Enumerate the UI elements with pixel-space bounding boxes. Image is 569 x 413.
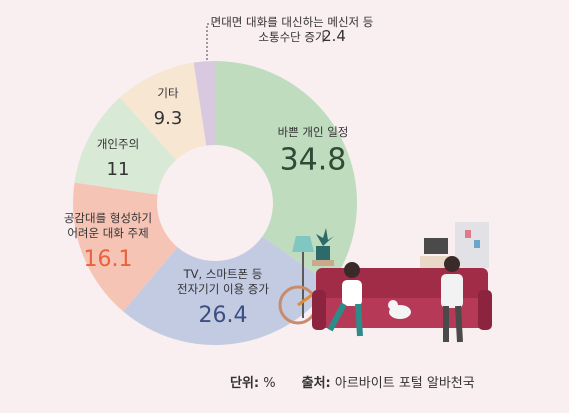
- slice-4-label-line-1: 개인주의: [97, 137, 139, 151]
- family-couch-illustration: [278, 222, 492, 343]
- woman-icon: [327, 262, 363, 337]
- slice-5-value: 9.3: [154, 108, 183, 129]
- slice-4: [74, 97, 177, 195]
- slice-6-label-line-1: 면대면 대화를 대신하는 메신저 등: [211, 15, 374, 29]
- slice-5: [119, 62, 207, 160]
- slice-2-value: 26.4: [199, 303, 248, 328]
- slice-4-value: 11: [107, 159, 130, 180]
- source-value: 아르바이트 포털 알바천국: [330, 376, 475, 391]
- unit-key: 단위:: [230, 376, 260, 391]
- slice-3-label-line-1: 공감대를 형성하기: [64, 211, 152, 225]
- cat-icon: [388, 300, 411, 319]
- slice-6: [193, 61, 215, 146]
- man-icon: [441, 256, 463, 343]
- chart-slices: [72, 61, 357, 346]
- slice-2-label-line-2: 전자기기 이용 증가: [177, 282, 269, 296]
- slice-3: [72, 182, 178, 312]
- leader-line: [206, 23, 213, 60]
- slice-5-label-line-1: 기타: [157, 86, 179, 100]
- potted-plant-icon: [312, 228, 334, 266]
- slice-1-label-line-1: 바쁜 개인 일정: [278, 125, 349, 139]
- chart-footer: 단위: % 출처: 아르바이트 포털 알바천국: [230, 372, 475, 391]
- floor-lamp-icon: [292, 236, 314, 318]
- slice-3-value: 16.1: [84, 247, 133, 272]
- source-key: 출처:: [301, 376, 331, 391]
- slice-1-value: 34.8: [280, 143, 347, 178]
- couch-icon: [312, 268, 492, 330]
- unit-value: %: [259, 376, 276, 391]
- slice-2-label-line-1: TV, 스마트폰 등: [183, 267, 263, 281]
- slice-6-label-line-2: 소통수단 증가: [258, 30, 326, 44]
- slice-6-value: 2.4: [322, 27, 346, 45]
- slice-2: [123, 236, 331, 346]
- slice-3-label-line-2: 어려운 대화 주제: [67, 226, 148, 240]
- slice-1: [215, 61, 357, 286]
